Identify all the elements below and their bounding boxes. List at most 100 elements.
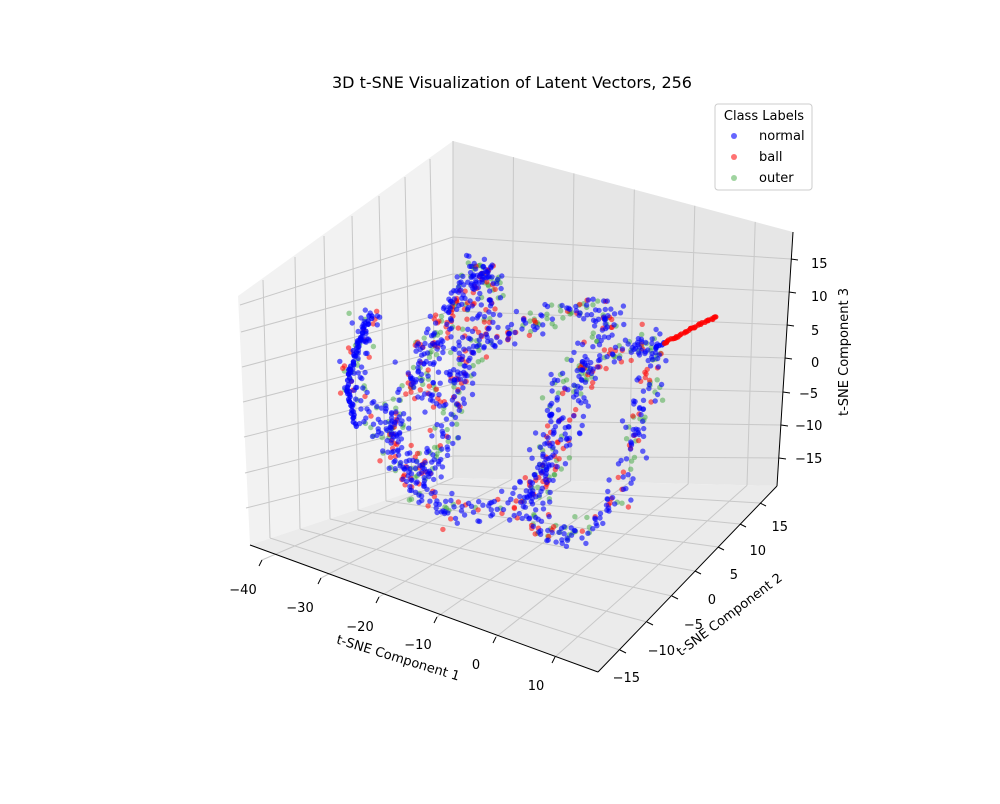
- point-normal: [559, 302, 565, 309]
- legend-marker-normal: [731, 133, 737, 139]
- point-normal: [615, 461, 622, 467]
- point-normal: [448, 411, 454, 417]
- point-normal: [601, 334, 608, 340]
- point-normal: [358, 406, 364, 412]
- point-normal: [429, 392, 436, 398]
- point-normal: [435, 369, 442, 375]
- point-normal: [458, 279, 464, 285]
- point-outer: [476, 347, 482, 354]
- point-normal: [476, 337, 482, 343]
- x-axis-line: [249, 544, 599, 673]
- point-normal: [449, 490, 455, 497]
- point-normal: [425, 373, 431, 379]
- point-outer: [475, 359, 481, 365]
- point-ball: [484, 279, 490, 285]
- point-normal: [445, 434, 451, 440]
- z-axis-line: [776, 231, 794, 487]
- point-normal: [395, 389, 401, 395]
- y-tick-label: 10: [749, 544, 766, 559]
- point-normal: [658, 381, 665, 388]
- point-normal: [357, 374, 363, 380]
- point-normal: [417, 346, 423, 353]
- point-normal: [456, 407, 462, 413]
- point-normal: [636, 375, 642, 381]
- point-normal: [418, 377, 424, 384]
- point-normal: [433, 320, 439, 326]
- point-normal: [459, 301, 465, 307]
- point-normal: [380, 448, 386, 454]
- point-normal: [393, 409, 399, 415]
- point-normal: [434, 421, 440, 428]
- point-normal: [396, 397, 402, 403]
- point-normal: [483, 331, 490, 337]
- point-normal: [466, 335, 472, 341]
- point-normal: [559, 370, 566, 376]
- point-normal: [575, 398, 582, 404]
- point-normal: [406, 469, 412, 475]
- x-tick-label: −10: [404, 638, 431, 653]
- point-normal: [449, 421, 455, 427]
- y-tick-mark: [671, 595, 679, 600]
- point-normal: [593, 520, 599, 527]
- point-normal: [543, 467, 550, 473]
- point-ball: [642, 369, 648, 375]
- z-tick-label: 5: [811, 324, 819, 339]
- point-normal: [449, 397, 456, 403]
- point-outer: [628, 458, 635, 464]
- point-normal: [578, 385, 584, 391]
- point-normal: [460, 273, 466, 280]
- point-normal: [654, 355, 661, 362]
- point-normal: [640, 433, 647, 440]
- point-normal: [598, 337, 604, 344]
- point-normal: [444, 452, 451, 458]
- point-normal: [422, 340, 428, 347]
- point-normal: [623, 456, 630, 462]
- point-normal: [370, 421, 377, 427]
- point-normal: [452, 414, 459, 420]
- point-normal: [540, 500, 546, 506]
- point-ball: [544, 423, 551, 429]
- point-normal: [469, 328, 476, 334]
- point-outer: [584, 514, 590, 521]
- point-normal: [422, 460, 428, 466]
- point-normal: [620, 474, 626, 480]
- point-ball: [639, 321, 645, 327]
- point-normal: [581, 316, 587, 322]
- x-grid-floor: [320, 479, 513, 579]
- point-normal: [549, 400, 555, 407]
- point-normal: [551, 430, 557, 436]
- point-normal: [519, 515, 525, 522]
- point-normal: [469, 316, 476, 322]
- z-grid-back: [452, 347, 786, 359]
- point-outer: [560, 378, 567, 385]
- point-normal: [462, 378, 468, 385]
- point-normal: [585, 403, 591, 409]
- point-ball: [620, 469, 627, 475]
- point-normal: [540, 322, 546, 328]
- point-outer: [639, 331, 645, 338]
- point-normal: [524, 494, 530, 500]
- y-axis-label: t-SNE Component 2: [674, 571, 785, 660]
- point-normal: [590, 296, 596, 302]
- point-normal: [592, 375, 598, 381]
- point-outer: [346, 310, 352, 316]
- point-ball: [526, 332, 533, 339]
- point-normal: [350, 415, 356, 421]
- point-normal: [490, 280, 497, 286]
- z-grid-left: [240, 273, 454, 333]
- point-outer: [527, 310, 533, 316]
- point-normal: [645, 347, 651, 353]
- point-outer: [558, 466, 564, 472]
- point-normal: [597, 515, 603, 521]
- y-grid-wall: [262, 279, 271, 539]
- point-outer: [431, 444, 438, 451]
- point-normal: [374, 322, 380, 328]
- point-normal: [528, 498, 534, 505]
- point-normal: [571, 527, 578, 534]
- point-outer: [595, 298, 601, 304]
- point-outer: [370, 343, 377, 350]
- point-normal: [422, 409, 428, 415]
- point-normal: [458, 508, 465, 514]
- point-normal: [392, 359, 398, 365]
- point-outer: [590, 302, 596, 308]
